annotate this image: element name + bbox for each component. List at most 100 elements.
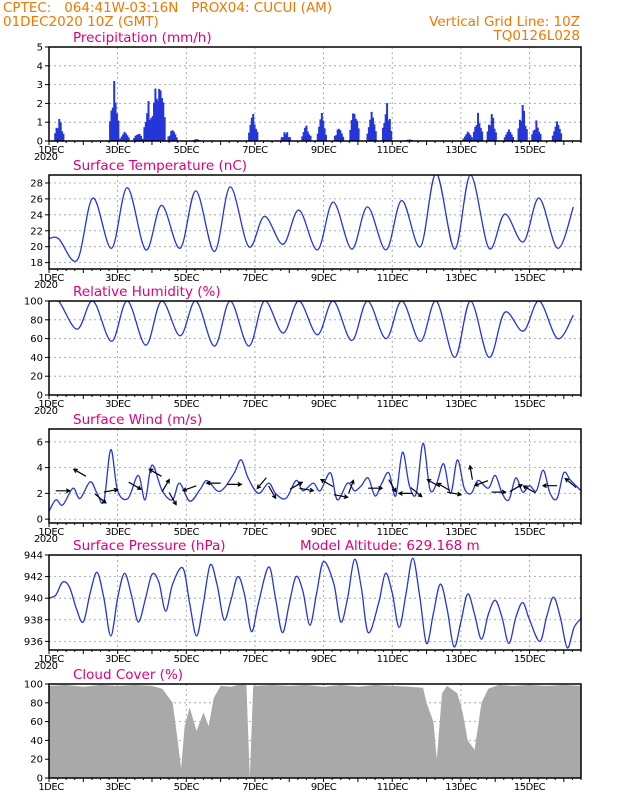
wind-ytick-label: 0	[37, 515, 43, 526]
press-xtick-label: 5DEC	[174, 654, 200, 665]
precip-bars	[54, 81, 563, 141]
precip-bar	[319, 119, 322, 141]
precip-bar	[167, 136, 170, 141]
precip-bar	[159, 90, 162, 141]
precip-bar	[466, 131, 469, 141]
precip-bar	[163, 117, 166, 141]
press-xtick-label: 3DEC	[105, 654, 131, 665]
precip-bar	[115, 113, 118, 141]
precip-bar	[113, 81, 116, 141]
precip-bar	[372, 117, 375, 141]
precip-bar	[54, 133, 57, 141]
cloud-xtick-label: 9DEC	[311, 782, 337, 793]
press-xtick-label: 11DEC	[377, 654, 409, 665]
precip-bar	[490, 114, 493, 141]
precip-bar	[474, 126, 477, 141]
precip-bar	[147, 101, 150, 141]
precip-ytick-label: 4	[37, 61, 43, 72]
precip-bar	[61, 131, 64, 141]
precip-bar	[369, 119, 372, 141]
precip-bar	[55, 127, 58, 141]
precip-xtick-label: 1DEC	[38, 145, 64, 156]
precip-bar	[357, 128, 360, 141]
precip-bar	[119, 138, 122, 141]
precip-bar	[283, 132, 286, 141]
wind-arrow	[368, 485, 384, 491]
precip-bar	[539, 133, 542, 141]
precip-bar	[352, 113, 355, 141]
wind-xtick-label: 11DEC	[377, 527, 409, 538]
precip-bar	[323, 128, 326, 141]
precip-bar	[248, 132, 251, 141]
precip-bar	[488, 124, 491, 141]
precip-bar	[320, 112, 323, 141]
precip-bar	[134, 135, 137, 141]
precip-bar	[518, 119, 521, 141]
precip-bar	[123, 131, 126, 141]
precip-bar	[254, 128, 257, 141]
precip-bar	[172, 131, 175, 141]
precip-year-label: 2020	[34, 152, 58, 163]
temp-ytick-label: 22	[30, 226, 43, 237]
precip-ytick-label: 2	[37, 99, 43, 110]
cloud-xtick-label: 11DEC	[377, 782, 409, 793]
precip-bar	[494, 132, 497, 141]
precip-bar	[558, 128, 561, 141]
precip-bar	[120, 136, 123, 141]
precip-bar	[162, 102, 165, 141]
precip-ytick-label: 5	[37, 43, 43, 54]
precip-bar	[463, 136, 466, 141]
precip-bar	[535, 120, 538, 141]
cloud-ytick-label: 0	[37, 774, 43, 785]
wind-arrow	[103, 487, 119, 493]
press-xtick-label: 7DEC	[242, 654, 268, 665]
temp-ytick-label: 24	[30, 210, 43, 221]
press-xtick-label: 15DEC	[514, 654, 546, 665]
wind-arrow	[509, 484, 523, 493]
precip-bar	[133, 138, 136, 141]
precip-xtick-label: 11DEC	[377, 145, 409, 156]
precip-bar	[253, 124, 256, 141]
precip-bar	[150, 127, 153, 141]
wind-arrow	[348, 479, 355, 494]
cloud-ytick-label: 20	[30, 755, 43, 766]
cloud-ytick-label: 60	[30, 717, 43, 728]
wind-ytick-label: 6	[37, 437, 43, 448]
wind-arrow	[168, 492, 177, 506]
precip-bar	[284, 134, 287, 141]
precip-bar	[340, 133, 343, 141]
precip-bar	[324, 134, 327, 141]
precip-bar	[354, 118, 357, 141]
wind-arrow	[410, 487, 423, 498]
precip-bar	[506, 132, 509, 141]
temp-xtick-label: 3DEC	[105, 273, 131, 284]
precip-bar	[523, 110, 526, 141]
precip-bar	[333, 135, 336, 141]
precip-bar	[143, 127, 146, 141]
rh-ytick-label: 100	[24, 297, 43, 308]
precip-xtick-label: 15DEC	[514, 145, 546, 156]
wind-arrow	[541, 483, 558, 489]
wind-arrow	[205, 480, 221, 486]
precip-bar	[557, 124, 560, 141]
press-year-label: 2020	[34, 661, 58, 672]
precip-bar	[309, 135, 312, 141]
precip-ytick-label: 1	[37, 118, 43, 129]
press-series-line	[49, 557, 581, 649]
precip-bar	[353, 113, 356, 141]
precip-bar	[301, 136, 304, 141]
precip-bar	[367, 127, 370, 141]
precip-bar	[175, 137, 178, 141]
precip-bar	[350, 120, 353, 141]
rh-xtick-label: 15DEC	[514, 399, 546, 410]
precip-bar	[306, 131, 309, 141]
precip-bar	[250, 117, 253, 141]
precip-xtick-label: 7DEC	[242, 145, 268, 156]
rh-xtick-label: 3DEC	[105, 399, 131, 410]
precip-bar	[155, 120, 158, 141]
precip-bar	[349, 130, 352, 141]
rh-ytick-label: 20	[30, 372, 43, 383]
cloud-xtick-label: 3DEC	[105, 782, 131, 793]
wind-arrow	[388, 479, 397, 493]
precip-frame	[48, 46, 582, 142]
